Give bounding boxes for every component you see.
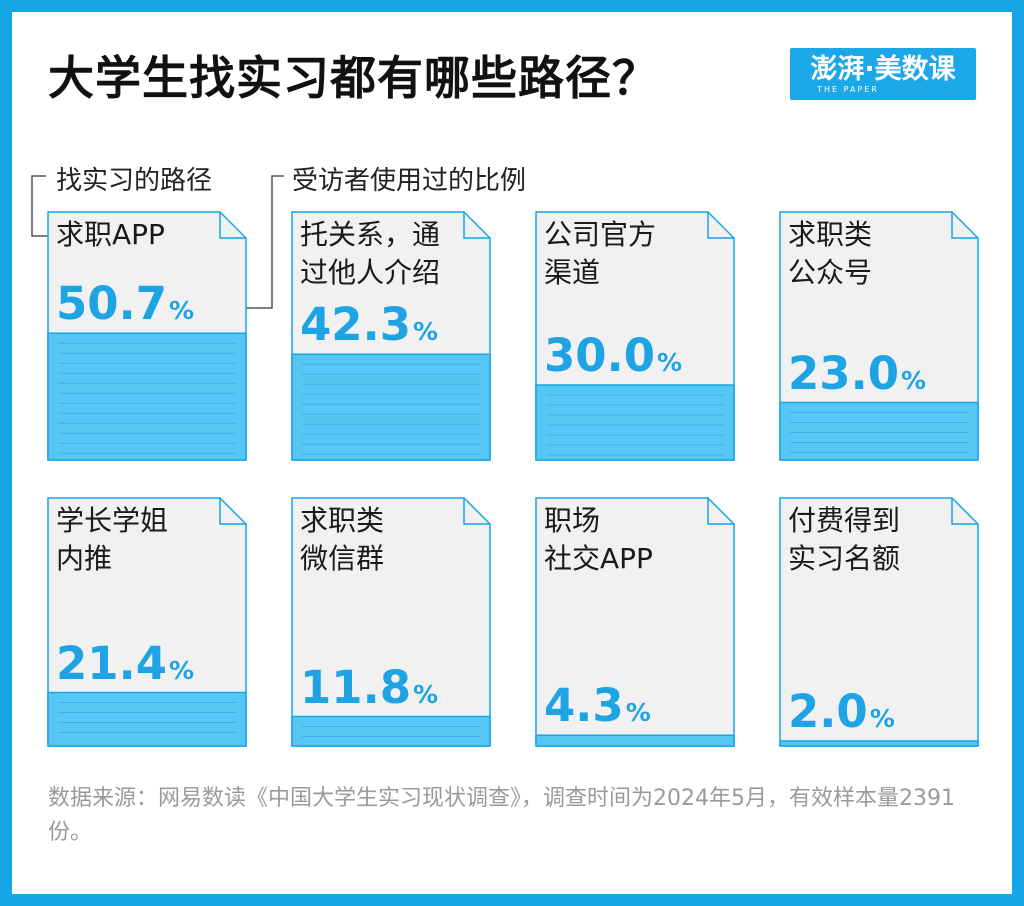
value-label: 2.0% [788, 685, 895, 738]
card-background [779, 497, 979, 747]
card-fold [951, 498, 978, 525]
card-fold [219, 498, 246, 525]
card-5 [47, 497, 247, 747]
card-fold [707, 498, 734, 525]
card-fold [951, 212, 978, 239]
category-label: 付费得到 实习名额 [788, 504, 901, 575]
card-background [535, 497, 735, 747]
card-fold [219, 212, 246, 239]
card-2 [291, 211, 491, 461]
value-unit: % [901, 365, 927, 395]
bar-1 [47, 332, 247, 461]
card-1 [47, 211, 247, 461]
value-label: 50.7% [56, 277, 194, 330]
category-label: 职场 社交APP [544, 504, 653, 575]
value-unit: % [869, 704, 895, 733]
value-label: 30.0% [544, 329, 682, 382]
bar-7 [535, 734, 735, 747]
card-fold [707, 212, 734, 239]
value-label: 21.4% [56, 637, 194, 690]
card-background [291, 497, 491, 747]
value-label: 42.3% [300, 298, 438, 351]
bar-5 [47, 691, 247, 747]
value-number: 21.4 [56, 636, 168, 690]
source-note: 数据来源：网易数读《中国大学生实习现状调查》，调查时间为2024年5月，有效样本… [48, 786, 955, 845]
value-number: 2.0 [788, 685, 868, 738]
category-label: 学长学姐 内推 [56, 504, 169, 575]
bar-3 [535, 384, 735, 461]
value-number: 11.8 [300, 660, 412, 714]
value-unit: % [657, 348, 683, 377]
value-unit: % [625, 698, 651, 728]
category-label: 求职类 微信群 [300, 504, 385, 575]
legend-path-label: 找实习的路径 [56, 166, 213, 196]
value-unit: % [413, 317, 439, 347]
value-label: 11.8% [300, 661, 438, 714]
category-label: 托关系，通 过他人介绍 [300, 218, 441, 289]
category-label: 求职APP [56, 218, 165, 251]
value-number: 4.3 [544, 679, 624, 733]
card-3 [535, 211, 735, 461]
value-number: 30.0 [544, 329, 656, 382]
value-number: 23.0 [788, 346, 900, 400]
card-6 [291, 497, 491, 747]
category-label: 公司官方 渠道 [544, 218, 657, 289]
legend-ratio-label: 受访者使用过的比例 [292, 166, 527, 196]
logo-subtext: THE PAPER [817, 84, 879, 94]
logo-text: 澎湃·美数课 [810, 53, 956, 85]
bar-8 [779, 740, 979, 747]
card-7 [535, 497, 735, 747]
value-unit: % [413, 679, 439, 709]
value-label: 23.0% [788, 347, 926, 400]
value-label: 4.3% [544, 679, 651, 732]
brand-logo: 澎湃·美数课 THE PAPER [790, 48, 976, 100]
value-unit: % [169, 296, 195, 326]
bar-4 [779, 401, 979, 461]
card-fold [463, 212, 490, 239]
bar-6 [291, 715, 491, 747]
legend-path-bracket [31, 175, 50, 237]
value-number: 42.3 [300, 298, 412, 352]
card-4 [779, 211, 979, 461]
value-unit: % [169, 655, 195, 685]
card-fold [463, 498, 490, 525]
page-title: 大学生找实习都有哪些路径？ [48, 51, 659, 105]
value-number: 50.7 [56, 277, 168, 331]
card-8 [779, 497, 979, 747]
bar-2 [291, 353, 491, 461]
category-label: 求职类 公众号 [788, 218, 873, 289]
